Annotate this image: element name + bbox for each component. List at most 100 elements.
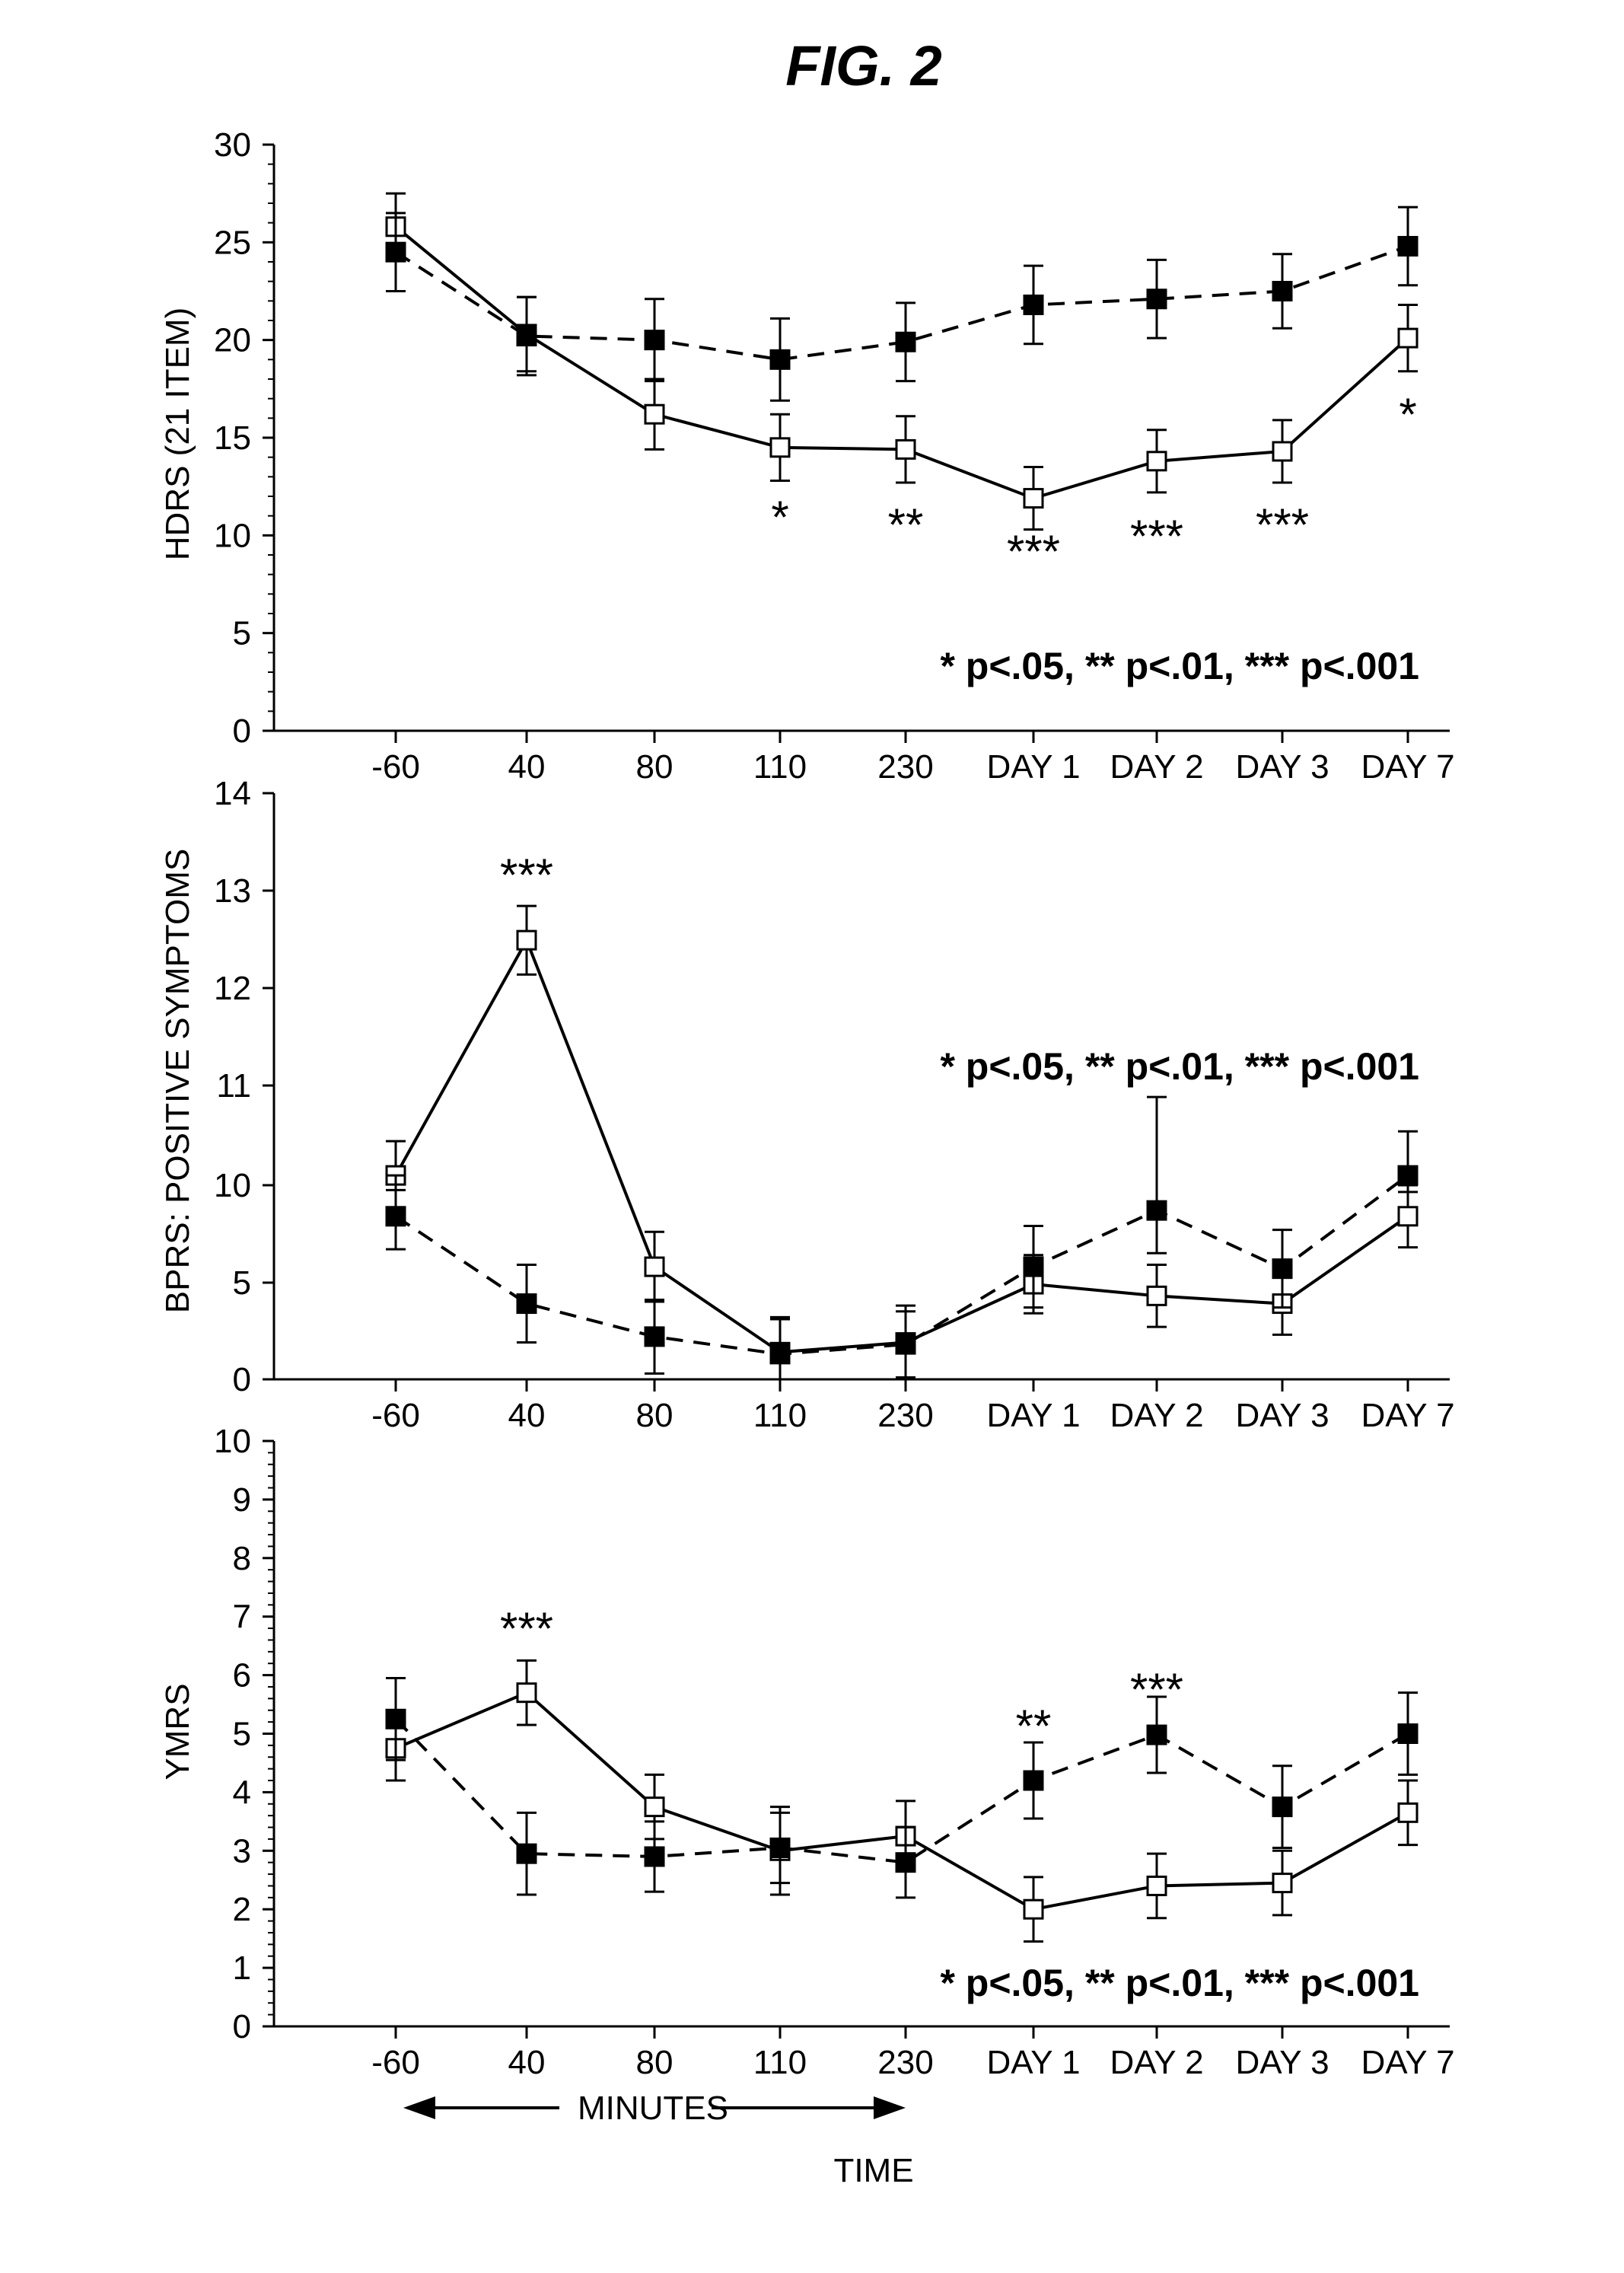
y-tick-label: 10 xyxy=(214,1423,251,1460)
x-tick-label: 40 xyxy=(508,1397,546,1434)
open-square-marker xyxy=(645,1258,664,1276)
y-tick-label: 1 xyxy=(233,1949,251,1987)
filled-square-marker xyxy=(517,1295,536,1313)
filled-square-marker xyxy=(896,333,915,351)
y-axis-label: BPRS: POSITIVE SYMPTOMS xyxy=(159,849,196,1313)
filled-square-marker xyxy=(1024,295,1043,314)
figure-canvas: FIG. 2 HDRS (21 ITEM) * p<.05, ** p<.01,… xyxy=(0,0,1624,2273)
minutes-label: MINUTES xyxy=(578,2090,728,2127)
filled-square-marker xyxy=(896,1335,915,1353)
significance-mark: *** xyxy=(500,850,553,901)
open-square-marker xyxy=(1273,442,1291,461)
y-tick-label: 0 xyxy=(233,1361,251,1398)
y-tick-label: 20 xyxy=(214,322,251,359)
x-tick-label: 80 xyxy=(636,2044,673,2081)
x-tick-label: DAY 3 xyxy=(1235,1397,1329,1434)
y-tick-label: 7 xyxy=(233,1599,251,1636)
chart-panel-hdrs: HDRS (21 ITEM) * p<.05, ** p<.01, *** p<… xyxy=(159,126,1455,786)
y-tick-label: 30 xyxy=(214,126,251,164)
x-tick-label: 80 xyxy=(636,1397,673,1434)
x-tick-label: DAY 7 xyxy=(1361,1397,1454,1434)
filled-square-marker xyxy=(517,1844,536,1863)
open-square-marker xyxy=(771,438,789,457)
minutes-arrow-left-head xyxy=(403,2096,435,2119)
x-tick-label: 110 xyxy=(753,2044,807,2081)
filled-square-marker xyxy=(645,1328,664,1346)
chart-panel-bprs: BPRS: POSITIVE SYMPTOMS * p<.05, ** p<.0… xyxy=(159,775,1455,1434)
filled-square-marker xyxy=(1399,1725,1417,1743)
filled-square-marker xyxy=(1273,1798,1291,1816)
filled-square-marker xyxy=(1273,282,1291,301)
y-tick-label: 3 xyxy=(233,1832,251,1870)
x-tick-label: -60 xyxy=(371,2044,420,2081)
open-square-marker xyxy=(645,405,664,423)
x-tick-label: DAY 2 xyxy=(1110,1397,1203,1434)
x-tick-label: 40 xyxy=(508,748,546,786)
open-square-marker xyxy=(1148,1286,1166,1305)
open-square-marker xyxy=(1148,1876,1166,1895)
open-square-marker xyxy=(1399,329,1417,347)
open-square-marker xyxy=(1399,1803,1417,1822)
filled-square-marker xyxy=(1399,237,1417,255)
series-line xyxy=(396,940,1408,1352)
significance-mark: *** xyxy=(1256,499,1309,550)
x-tick-label: -60 xyxy=(371,1397,420,1434)
filled-square-marker xyxy=(1024,1258,1043,1276)
x-tick-label: -60 xyxy=(371,748,420,786)
significance-legend: * p<.05, ** p<.01, *** p<.001 xyxy=(940,1045,1419,1088)
open-square-marker xyxy=(1024,1900,1043,1918)
x-tick-label: 80 xyxy=(636,748,673,786)
filled-square-marker xyxy=(1148,290,1166,308)
open-square-marker xyxy=(1024,489,1043,508)
filled-square-marker xyxy=(1024,1771,1043,1790)
minutes-indicator: MINUTES xyxy=(403,2090,906,2127)
filled-square-marker xyxy=(387,1710,405,1728)
filled-square-marker xyxy=(645,331,664,349)
filled-square-marker xyxy=(1148,1201,1166,1219)
y-tick-label: 14 xyxy=(214,775,251,812)
filled-square-marker xyxy=(387,243,405,261)
x-tick-label: 110 xyxy=(753,748,807,786)
significance-legend: * p<.05, ** p<.01, *** p<.001 xyxy=(940,1962,1419,2004)
significance-mark: *** xyxy=(1007,526,1060,577)
y-tick-label: 5 xyxy=(233,1264,251,1302)
significance-mark: *** xyxy=(1130,1664,1183,1715)
x-tick-label: 230 xyxy=(877,2044,933,2081)
y-tick-label: 6 xyxy=(233,1657,251,1694)
series-line xyxy=(396,1175,1408,1354)
significance-mark: ** xyxy=(1016,1701,1052,1752)
filled-square-marker xyxy=(387,1207,405,1226)
open-square-marker xyxy=(517,931,536,949)
y-axis-label: YMRS xyxy=(159,1683,196,1780)
filled-square-marker xyxy=(1273,1260,1291,1278)
y-tick-label: 9 xyxy=(233,1481,251,1519)
x-tick-label: 230 xyxy=(877,748,933,786)
y-tick-label: 13 xyxy=(214,872,251,910)
x-tick-label: 40 xyxy=(508,2044,546,2081)
y-tick-label: 8 xyxy=(233,1540,251,1577)
open-square-marker xyxy=(1399,1207,1417,1226)
x-tick-label: DAY 1 xyxy=(986,748,1080,786)
x-tick-label: DAY 1 xyxy=(986,1397,1080,1434)
x-tick-label: DAY 2 xyxy=(1110,2044,1203,2081)
x-tick-label: DAY 7 xyxy=(1361,2044,1454,2081)
x-axis-title: TIME xyxy=(833,2152,913,2189)
filled-square-marker xyxy=(771,1838,789,1857)
significance-mark: * xyxy=(1399,389,1416,440)
y-tick-label: 10 xyxy=(214,517,251,554)
y-tick-label: 15 xyxy=(214,419,251,457)
x-tick-label: 230 xyxy=(877,1397,933,1434)
open-square-marker xyxy=(1148,452,1166,470)
significance-mark: *** xyxy=(500,1603,553,1654)
filled-square-marker xyxy=(1399,1166,1417,1184)
open-square-marker xyxy=(1273,1874,1291,1892)
open-square-marker xyxy=(896,440,915,458)
filled-square-marker xyxy=(896,1854,915,1872)
chart-panel-ymrs: YMRS * p<.05, ** p<.01, *** p<.001 01234… xyxy=(159,1423,1455,2081)
significance-legend: * p<.05, ** p<.01, *** p<.001 xyxy=(940,645,1419,687)
x-tick-label: DAY 3 xyxy=(1235,748,1329,786)
x-tick-label: DAY 1 xyxy=(986,2044,1080,2081)
y-tick-label: 25 xyxy=(214,224,251,261)
y-tick-label: 2 xyxy=(233,1891,251,1928)
open-square-marker xyxy=(645,1798,664,1816)
